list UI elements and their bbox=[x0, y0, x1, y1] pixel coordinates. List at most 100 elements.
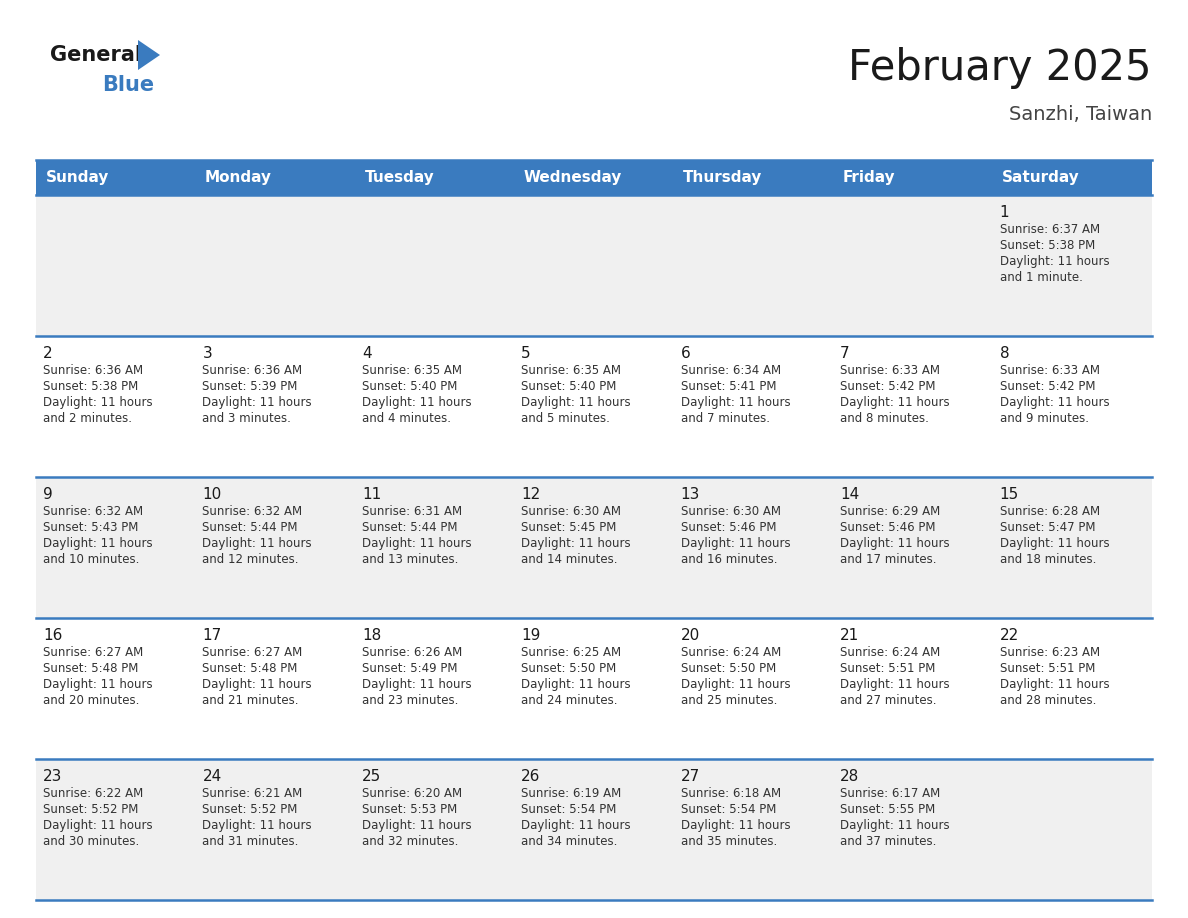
Text: Sunset: 5:39 PM: Sunset: 5:39 PM bbox=[202, 380, 298, 393]
Text: Sunset: 5:47 PM: Sunset: 5:47 PM bbox=[999, 521, 1095, 534]
Text: Daylight: 11 hours: Daylight: 11 hours bbox=[43, 537, 152, 550]
Text: Sunset: 5:54 PM: Sunset: 5:54 PM bbox=[522, 803, 617, 816]
Text: Sunset: 5:42 PM: Sunset: 5:42 PM bbox=[840, 380, 936, 393]
Text: 21: 21 bbox=[840, 628, 859, 643]
Bar bbox=[36, 336, 1152, 477]
Text: 13: 13 bbox=[681, 487, 700, 502]
Text: 23: 23 bbox=[43, 769, 63, 784]
Text: Sunrise: 6:26 AM: Sunrise: 6:26 AM bbox=[362, 646, 462, 659]
Text: Sunset: 5:52 PM: Sunset: 5:52 PM bbox=[43, 803, 138, 816]
Text: and 17 minutes.: and 17 minutes. bbox=[840, 553, 936, 566]
Text: Sunset: 5:45 PM: Sunset: 5:45 PM bbox=[522, 521, 617, 534]
Text: Daylight: 11 hours: Daylight: 11 hours bbox=[681, 537, 790, 550]
Text: and 37 minutes.: and 37 minutes. bbox=[840, 835, 936, 848]
Text: Sunset: 5:50 PM: Sunset: 5:50 PM bbox=[681, 662, 776, 675]
Text: Sunrise: 6:17 AM: Sunrise: 6:17 AM bbox=[840, 787, 941, 800]
Text: Daylight: 11 hours: Daylight: 11 hours bbox=[362, 678, 472, 691]
Text: and 30 minutes.: and 30 minutes. bbox=[43, 835, 139, 848]
Text: Tuesday: Tuesday bbox=[365, 170, 434, 185]
Text: and 21 minutes.: and 21 minutes. bbox=[202, 694, 299, 707]
Text: Sunset: 5:44 PM: Sunset: 5:44 PM bbox=[202, 521, 298, 534]
Text: and 8 minutes.: and 8 minutes. bbox=[840, 412, 929, 425]
Text: Daylight: 11 hours: Daylight: 11 hours bbox=[840, 678, 949, 691]
Text: Daylight: 11 hours: Daylight: 11 hours bbox=[522, 396, 631, 409]
Text: Sunset: 5:51 PM: Sunset: 5:51 PM bbox=[840, 662, 935, 675]
Text: Sunrise: 6:37 AM: Sunrise: 6:37 AM bbox=[999, 223, 1100, 236]
Text: and 23 minutes.: and 23 minutes. bbox=[362, 694, 459, 707]
Text: Sunset: 5:38 PM: Sunset: 5:38 PM bbox=[43, 380, 138, 393]
Text: Sunrise: 6:36 AM: Sunrise: 6:36 AM bbox=[43, 364, 143, 377]
Text: 19: 19 bbox=[522, 628, 541, 643]
Text: Daylight: 11 hours: Daylight: 11 hours bbox=[999, 255, 1110, 268]
Text: and 14 minutes.: and 14 minutes. bbox=[522, 553, 618, 566]
Text: Daylight: 11 hours: Daylight: 11 hours bbox=[840, 537, 949, 550]
Text: Sunrise: 6:22 AM: Sunrise: 6:22 AM bbox=[43, 787, 144, 800]
Text: 15: 15 bbox=[999, 487, 1019, 502]
Text: Daylight: 11 hours: Daylight: 11 hours bbox=[681, 819, 790, 832]
Text: and 18 minutes.: and 18 minutes. bbox=[999, 553, 1097, 566]
Text: Sunset: 5:49 PM: Sunset: 5:49 PM bbox=[362, 662, 457, 675]
Text: 12: 12 bbox=[522, 487, 541, 502]
Text: and 35 minutes.: and 35 minutes. bbox=[681, 835, 777, 848]
Text: Sunrise: 6:35 AM: Sunrise: 6:35 AM bbox=[522, 364, 621, 377]
Text: Daylight: 11 hours: Daylight: 11 hours bbox=[522, 678, 631, 691]
Text: February 2025: February 2025 bbox=[848, 47, 1152, 89]
Text: 4: 4 bbox=[362, 346, 372, 361]
Text: and 12 minutes.: and 12 minutes. bbox=[202, 553, 299, 566]
Text: Sunrise: 6:27 AM: Sunrise: 6:27 AM bbox=[202, 646, 303, 659]
Text: Daylight: 11 hours: Daylight: 11 hours bbox=[681, 396, 790, 409]
Text: Sunset: 5:51 PM: Sunset: 5:51 PM bbox=[999, 662, 1095, 675]
Text: 26: 26 bbox=[522, 769, 541, 784]
Text: Sunrise: 6:28 AM: Sunrise: 6:28 AM bbox=[999, 505, 1100, 518]
Text: Sunrise: 6:33 AM: Sunrise: 6:33 AM bbox=[999, 364, 1100, 377]
Text: 5: 5 bbox=[522, 346, 531, 361]
Text: Sunset: 5:42 PM: Sunset: 5:42 PM bbox=[999, 380, 1095, 393]
Text: Sunset: 5:38 PM: Sunset: 5:38 PM bbox=[999, 239, 1095, 252]
Text: Sunrise: 6:32 AM: Sunrise: 6:32 AM bbox=[43, 505, 143, 518]
Text: and 32 minutes.: and 32 minutes. bbox=[362, 835, 459, 848]
Text: 9: 9 bbox=[43, 487, 52, 502]
Text: Sunrise: 6:35 AM: Sunrise: 6:35 AM bbox=[362, 364, 462, 377]
Text: and 13 minutes.: and 13 minutes. bbox=[362, 553, 459, 566]
Text: 16: 16 bbox=[43, 628, 63, 643]
Text: Sanzhi, Taiwan: Sanzhi, Taiwan bbox=[1009, 106, 1152, 125]
Text: Monday: Monday bbox=[206, 170, 272, 185]
Text: and 9 minutes.: and 9 minutes. bbox=[999, 412, 1088, 425]
Text: 24: 24 bbox=[202, 769, 222, 784]
Text: Sunday: Sunday bbox=[45, 170, 109, 185]
Text: 18: 18 bbox=[362, 628, 381, 643]
Text: Sunset: 5:46 PM: Sunset: 5:46 PM bbox=[840, 521, 936, 534]
Text: Sunset: 5:53 PM: Sunset: 5:53 PM bbox=[362, 803, 457, 816]
Text: Sunrise: 6:21 AM: Sunrise: 6:21 AM bbox=[202, 787, 303, 800]
Text: Sunrise: 6:29 AM: Sunrise: 6:29 AM bbox=[840, 505, 941, 518]
Text: Daylight: 11 hours: Daylight: 11 hours bbox=[999, 537, 1110, 550]
Text: and 5 minutes.: and 5 minutes. bbox=[522, 412, 611, 425]
Text: Sunset: 5:55 PM: Sunset: 5:55 PM bbox=[840, 803, 935, 816]
Text: Sunrise: 6:23 AM: Sunrise: 6:23 AM bbox=[999, 646, 1100, 659]
Text: Daylight: 11 hours: Daylight: 11 hours bbox=[681, 678, 790, 691]
Text: Friday: Friday bbox=[842, 170, 896, 185]
Text: Sunset: 5:40 PM: Sunset: 5:40 PM bbox=[522, 380, 617, 393]
Text: 1: 1 bbox=[999, 205, 1009, 220]
Text: and 7 minutes.: and 7 minutes. bbox=[681, 412, 770, 425]
Text: Sunrise: 6:18 AM: Sunrise: 6:18 AM bbox=[681, 787, 781, 800]
Text: Daylight: 11 hours: Daylight: 11 hours bbox=[43, 678, 152, 691]
Text: Sunrise: 6:24 AM: Sunrise: 6:24 AM bbox=[681, 646, 781, 659]
Text: 8: 8 bbox=[999, 346, 1009, 361]
Text: and 10 minutes.: and 10 minutes. bbox=[43, 553, 139, 566]
Text: Thursday: Thursday bbox=[683, 170, 763, 185]
Text: and 25 minutes.: and 25 minutes. bbox=[681, 694, 777, 707]
Text: Daylight: 11 hours: Daylight: 11 hours bbox=[202, 819, 312, 832]
Text: 2: 2 bbox=[43, 346, 52, 361]
Text: Sunrise: 6:25 AM: Sunrise: 6:25 AM bbox=[522, 646, 621, 659]
Text: and 28 minutes.: and 28 minutes. bbox=[999, 694, 1097, 707]
Text: 27: 27 bbox=[681, 769, 700, 784]
Text: Blue: Blue bbox=[102, 75, 154, 95]
Text: 6: 6 bbox=[681, 346, 690, 361]
Text: Sunset: 5:54 PM: Sunset: 5:54 PM bbox=[681, 803, 776, 816]
Text: Sunset: 5:44 PM: Sunset: 5:44 PM bbox=[362, 521, 457, 534]
Text: Sunrise: 6:32 AM: Sunrise: 6:32 AM bbox=[202, 505, 303, 518]
Text: and 4 minutes.: and 4 minutes. bbox=[362, 412, 451, 425]
Text: Sunrise: 6:30 AM: Sunrise: 6:30 AM bbox=[522, 505, 621, 518]
Text: Daylight: 11 hours: Daylight: 11 hours bbox=[43, 819, 152, 832]
